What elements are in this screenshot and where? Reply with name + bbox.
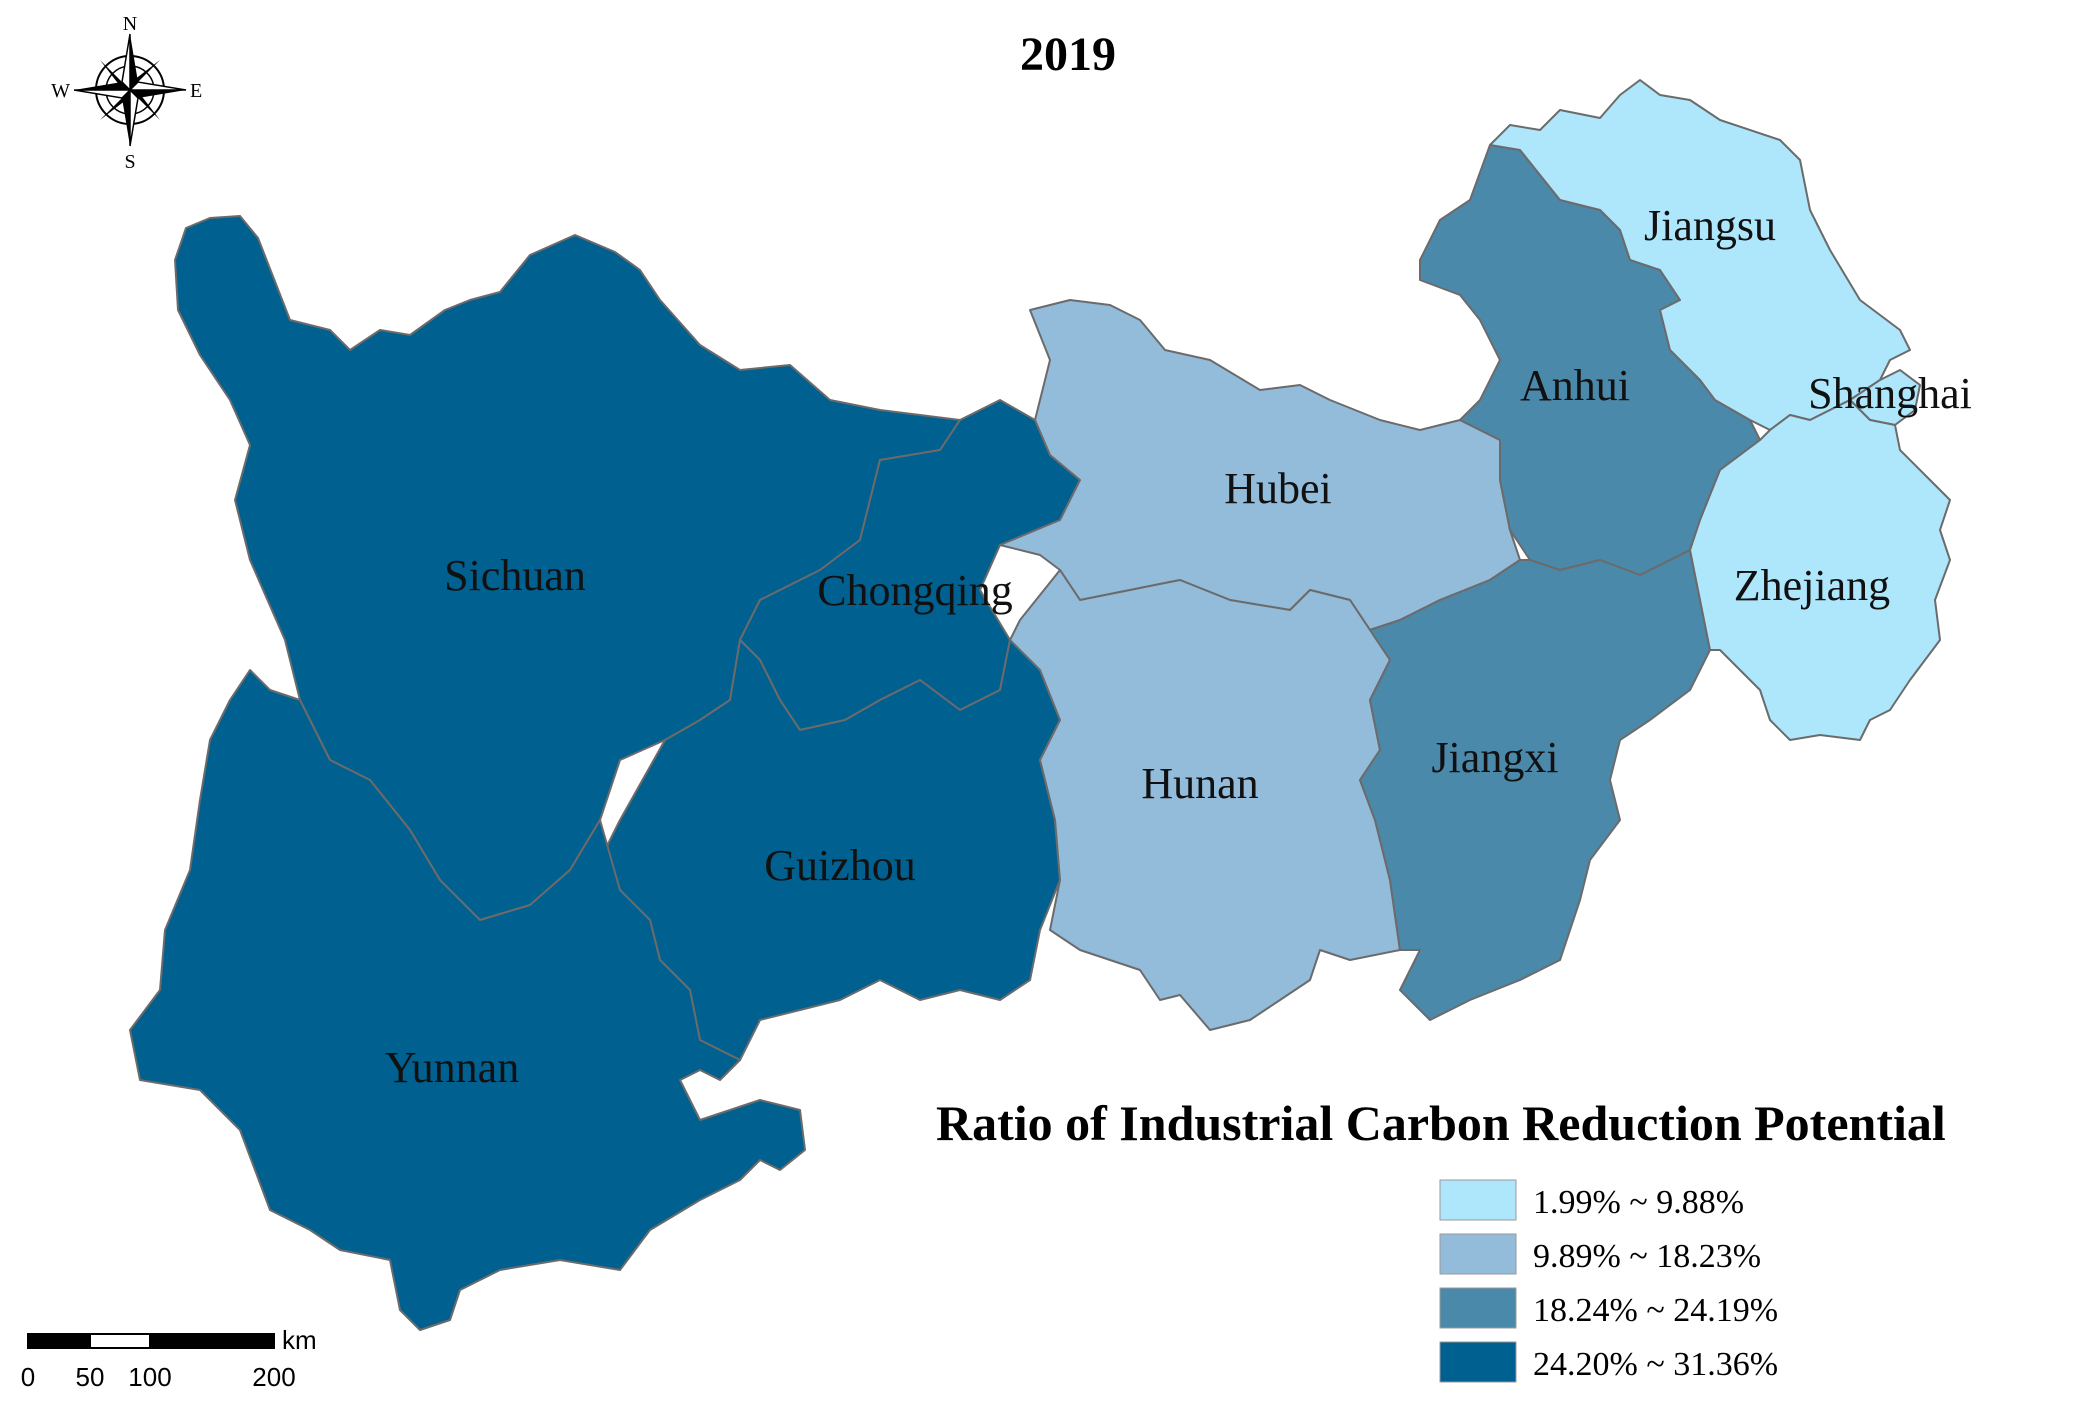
province-layer [129, 79, 1951, 1331]
label-hunan: Hunan [1141, 759, 1258, 808]
label-guizhou: Guizhou [764, 841, 916, 890]
province-labels: Sichuan Chongqing Guizhou Yunnan Hubei H… [385, 201, 1972, 1092]
legend-item: 1.99% ~ 9.88% [1439, 1179, 1744, 1221]
scale-tick-label: 0 [21, 1362, 35, 1392]
compass-east-label: E [190, 80, 202, 102]
province-hunan [1009, 569, 1401, 1031]
province-yunnan [129, 669, 806, 1331]
legend-swatch [1439, 1233, 1517, 1275]
scale-frame [27, 1333, 275, 1349]
label-anhui: Anhui [1520, 361, 1630, 410]
label-chongqing: Chongqing [817, 566, 1013, 615]
legend-swatch [1439, 1341, 1517, 1383]
legend-label: 24.20% ~ 31.36% [1533, 1346, 1778, 1383]
compass-south-label: S [124, 151, 135, 173]
legend-title: Ratio of Industrial Carbon Reduction Pot… [936, 1095, 1946, 1151]
scale-segment [89, 1333, 151, 1349]
scale-segment [28, 1334, 90, 1348]
label-zhejiang: Zhejiang [1734, 561, 1890, 610]
scale-tick-label: 50 [76, 1362, 105, 1392]
legend-swatch [1439, 1287, 1517, 1329]
province-jiangsu [1489, 79, 1911, 431]
compass-rose-icon: N S E W [51, 13, 202, 173]
compass-west-label: W [51, 80, 70, 102]
label-yunnan: Yunnan [385, 1043, 519, 1092]
label-shanghai: Shanghai [1808, 369, 1972, 418]
legend-label: 9.89% ~ 18.23% [1533, 1238, 1761, 1275]
legend-label: 18.24% ~ 24.19% [1533, 1292, 1778, 1329]
legend-item: 18.24% ~ 24.19% [1439, 1287, 1778, 1329]
province-jiangxi [1359, 549, 1711, 1021]
scale-tick-label: 100 [128, 1362, 171, 1392]
label-jiangxi: Jiangxi [1431, 733, 1558, 782]
scale-segment [150, 1334, 274, 1348]
legend-swatch [1439, 1179, 1517, 1221]
legend-item: 24.20% ~ 31.36% [1439, 1341, 1778, 1383]
label-sichuan: Sichuan [444, 551, 586, 600]
scale-unit: km [282, 1325, 317, 1355]
scale-bar: km 0 50 100 200 [21, 1325, 317, 1392]
map-title: 2019 [1020, 28, 1116, 81]
label-hubei: Hubei [1224, 464, 1332, 513]
legend-item: 9.89% ~ 18.23% [1439, 1233, 1761, 1275]
compass-north-label: N [123, 13, 137, 35]
province-zhejiang [1689, 399, 1951, 741]
legend: Ratio of Industrial Carbon Reduction Pot… [936, 1095, 1946, 1383]
label-jiangsu: Jiangsu [1644, 201, 1776, 250]
legend-label: 1.99% ~ 9.88% [1533, 1184, 1744, 1221]
scale-tick-label: 200 [252, 1362, 295, 1392]
